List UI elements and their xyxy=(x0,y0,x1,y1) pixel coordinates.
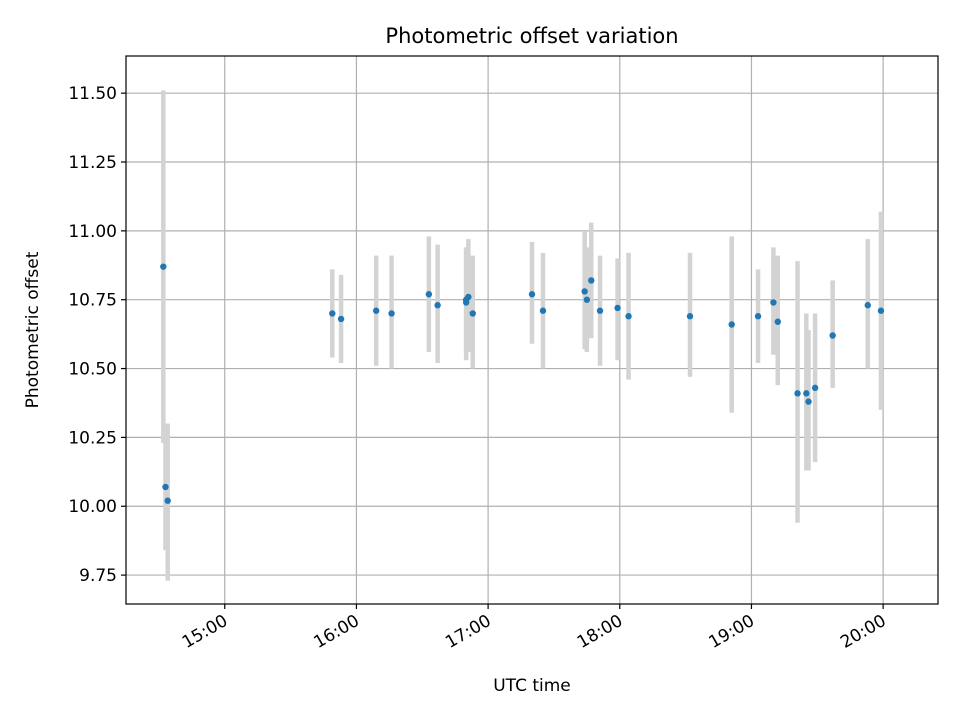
data-point xyxy=(877,307,885,314)
plot-frame xyxy=(125,55,939,605)
y-tick-label: 10.00 xyxy=(68,497,117,517)
data-point xyxy=(588,277,595,284)
data-point xyxy=(465,293,472,301)
y-tick-label: 10.50 xyxy=(68,360,117,380)
data-points xyxy=(160,263,885,504)
y-tick-label: 10.25 xyxy=(68,428,117,448)
data-point xyxy=(462,299,470,306)
data-point xyxy=(469,310,476,317)
chart-title: Photometric offset variation xyxy=(385,24,678,48)
data-point xyxy=(164,497,171,504)
x-axis-label: UTC time xyxy=(493,676,571,696)
data-point xyxy=(770,299,777,306)
data-point xyxy=(686,313,694,320)
data-point xyxy=(162,483,169,491)
y-tick-label: 9.75 xyxy=(79,566,117,586)
data-point xyxy=(754,313,762,320)
y-tick-label: 10.75 xyxy=(68,291,117,311)
data-point xyxy=(160,263,167,270)
data-point xyxy=(864,302,871,309)
data-point xyxy=(425,291,433,298)
y-tick-label: 11.50 xyxy=(68,84,117,104)
data-point xyxy=(829,332,836,339)
data-point xyxy=(388,310,395,317)
data-point xyxy=(625,313,632,320)
data-point xyxy=(794,390,801,397)
data-point xyxy=(337,315,345,323)
data-point xyxy=(728,321,735,328)
data-point xyxy=(811,384,819,392)
data-point xyxy=(596,307,604,314)
y-axis-label: Photometric offset xyxy=(23,251,43,408)
data-point xyxy=(581,288,588,295)
y-tick-label: 11.00 xyxy=(68,222,117,242)
data-point xyxy=(528,291,536,298)
data-point xyxy=(614,304,621,312)
data-point xyxy=(434,302,441,309)
data-point xyxy=(372,307,380,314)
data-point xyxy=(329,310,336,317)
y-tick-label: 11.25 xyxy=(68,153,117,173)
data-point xyxy=(803,390,810,397)
data-point xyxy=(539,307,547,314)
data-point xyxy=(774,318,781,325)
data-point xyxy=(583,296,591,303)
data-point xyxy=(805,398,812,405)
